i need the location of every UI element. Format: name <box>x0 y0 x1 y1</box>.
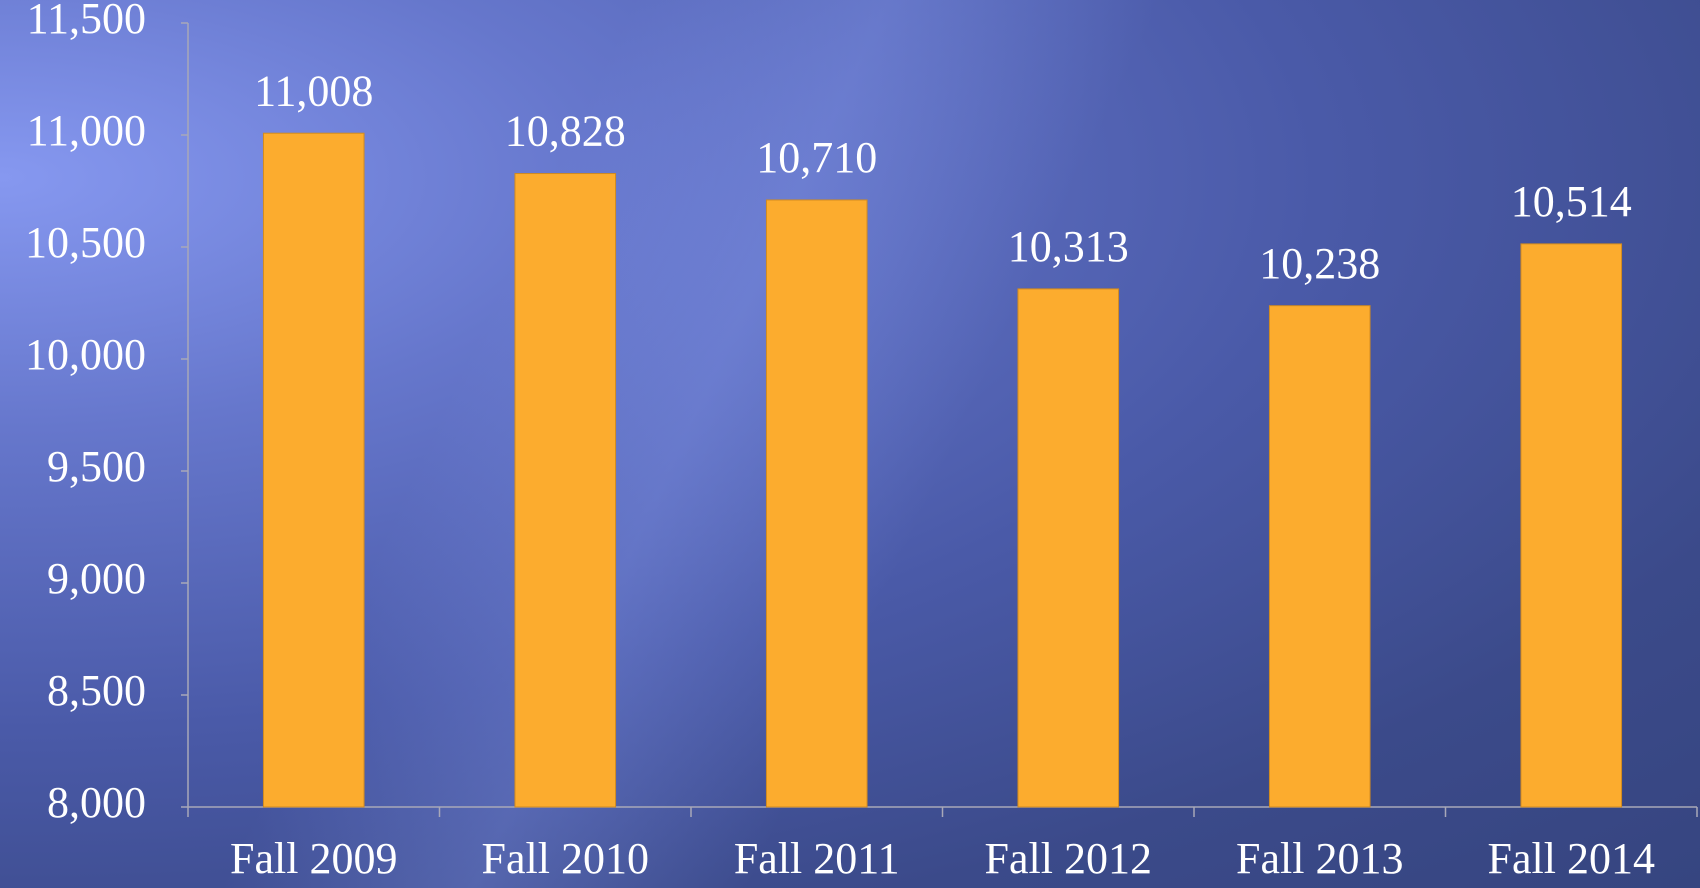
x-tick-label: Fall 2009 <box>230 834 397 883</box>
y-tick-label: 9,000 <box>47 554 146 603</box>
bar <box>262 132 365 808</box>
y-tick-label: 10,500 <box>25 218 146 267</box>
bar <box>1268 305 1371 808</box>
data-label: 10,710 <box>756 133 877 182</box>
y-tick-label: 11,500 <box>27 0 146 43</box>
y-tick-label: 10,000 <box>25 330 146 379</box>
x-tick-label: Fall 2010 <box>482 834 649 883</box>
bar <box>765 199 868 808</box>
x-tick-label: Fall 2011 <box>734 834 900 883</box>
data-label: 11,008 <box>254 66 373 115</box>
y-tick-label: 11,000 <box>27 106 146 155</box>
y-tick-label: 8,500 <box>47 666 146 715</box>
x-tick-label: Fall 2012 <box>985 834 1152 883</box>
y-tick-label: 9,500 <box>47 442 146 491</box>
x-tick-label: Fall 2013 <box>1236 834 1403 883</box>
y-tick-label: 8,000 <box>47 778 146 827</box>
bar <box>1520 243 1623 808</box>
data-label: 10,514 <box>1511 177 1632 226</box>
bar <box>1017 288 1120 808</box>
data-label: 10,313 <box>1008 222 1129 271</box>
data-label: 10,828 <box>505 107 626 156</box>
data-label: 10,238 <box>1259 239 1380 288</box>
bar <box>514 173 617 808</box>
x-tick-label: Fall 2014 <box>1488 834 1655 883</box>
